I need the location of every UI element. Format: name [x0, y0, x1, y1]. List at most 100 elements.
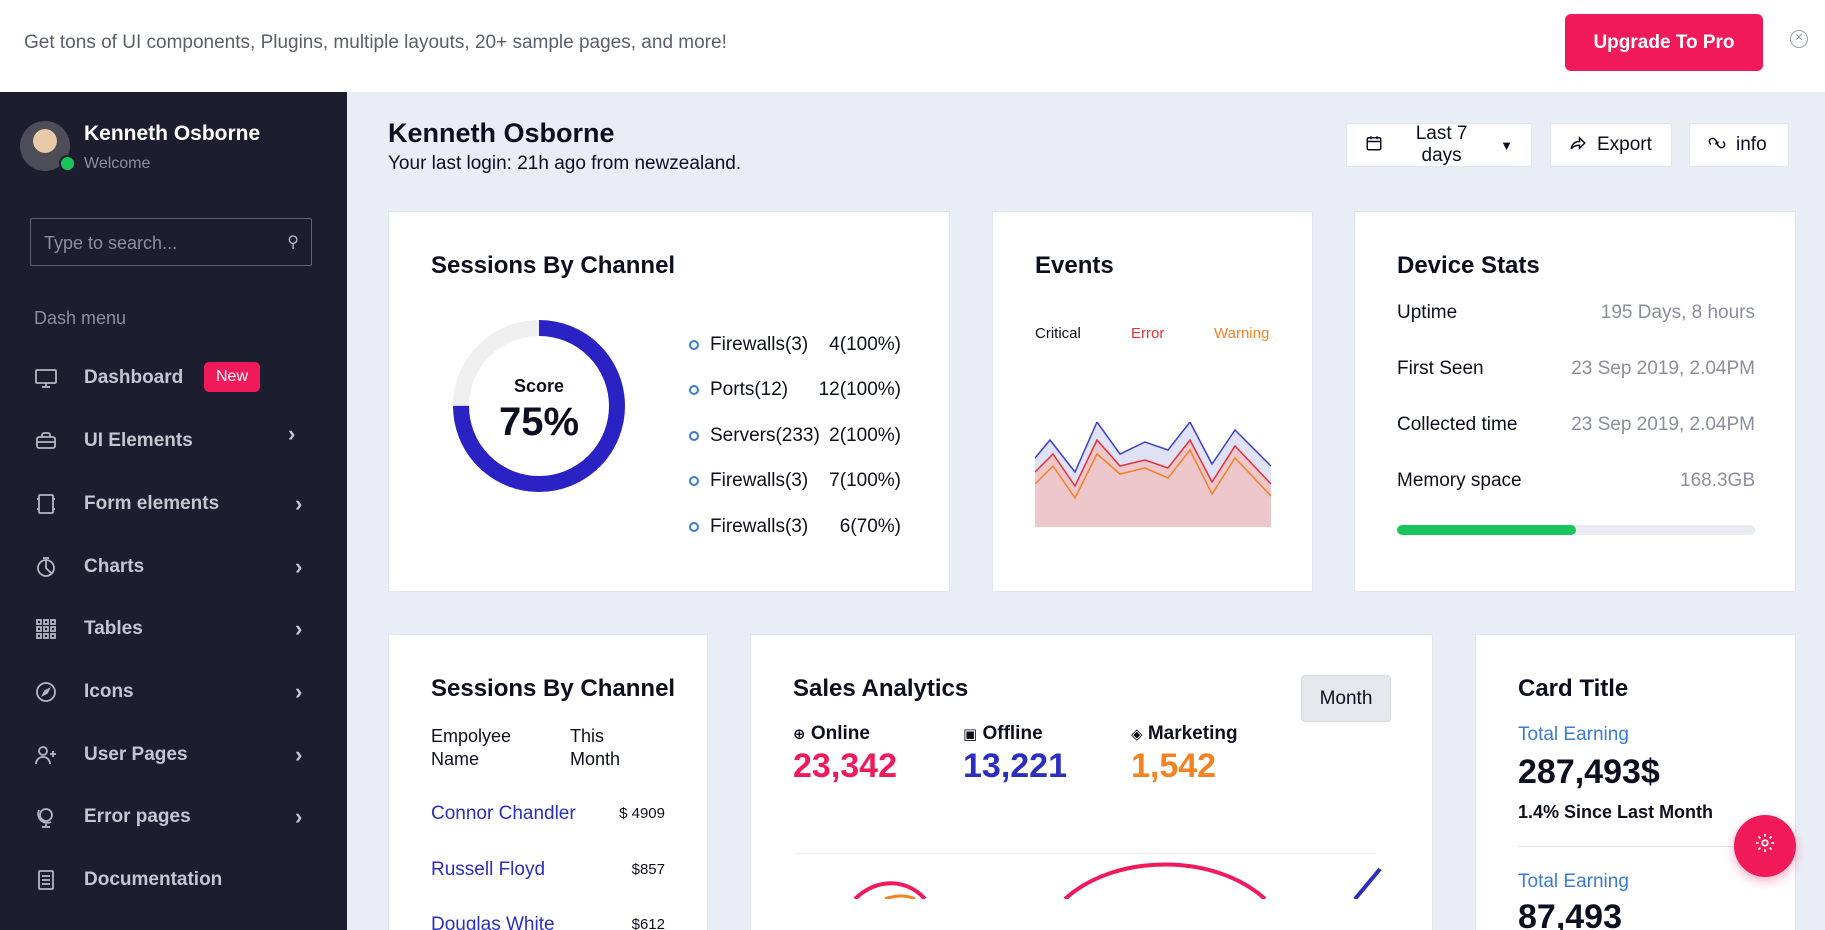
sidebar-item-label: UI Elements [84, 430, 193, 451]
legend-name: Ports(12) [710, 379, 789, 400]
sidebar-item-charts[interactable]: Charts › [0, 543, 347, 593]
caret-down-icon: ▼ [1500, 137, 1514, 153]
metric-label: Offline [982, 723, 1043, 744]
sidebar-item-user-pages[interactable]: User Pages › [0, 731, 347, 781]
menu-section-title: Dash menu [34, 308, 127, 328]
legend-dot [689, 385, 699, 395]
sidebar: Kenneth Osborne Welcome ⚲ Dash menu Dash… [0, 92, 347, 930]
chevron-right-icon: › [295, 554, 303, 579]
metric-marketing-value: 1,542 [1131, 747, 1217, 785]
chevron-right-icon: › [288, 421, 296, 446]
card-title: Sales Analytics [793, 675, 969, 702]
stat-label: First Seen [1397, 358, 1484, 379]
chevron-right-icon: › [295, 616, 303, 641]
metric-label: Online [810, 723, 870, 744]
stat-value: 168.3GB [1680, 470, 1755, 491]
legend-dot [689, 431, 699, 441]
channel-legend-item: Firewalls(3) 7(100%) [689, 470, 901, 494]
document-icon [34, 868, 58, 892]
column-header-name: Empolyee Name [431, 726, 512, 769]
sidebar-item-error-pages[interactable]: Error pages › [0, 793, 347, 843]
online-status-dot [59, 155, 76, 172]
page-title: Kenneth Osborne [388, 118, 615, 148]
legend-dot [689, 522, 699, 532]
legend-error: Error [1131, 325, 1165, 342]
earning-change: 1.4% Since Last Month [1518, 802, 1714, 822]
card-title: Card Title [1518, 675, 1629, 702]
warning-line [1035, 448, 1271, 500]
earning-label: Total Earning [1518, 724, 1629, 745]
info-button[interactable]: info [1689, 123, 1789, 167]
sidebar-item-ui-elements[interactable]: UI Elements › [0, 417, 347, 467]
legend-dot [689, 340, 699, 350]
export-button[interactable]: Export [1550, 123, 1672, 167]
legend-value: 6(70%) [839, 516, 901, 537]
period-month-button[interactable]: Month [1301, 675, 1391, 722]
channel-legend-item: Firewalls(3) 4(100%) [689, 334, 901, 358]
new-badge: New [204, 362, 261, 392]
employee-name-link[interactable]: Russell Floyd [431, 859, 546, 880]
card-title: Sessions By Channel [431, 252, 676, 279]
legend-warning: Warning [1214, 325, 1270, 342]
settings-fab-button[interactable] [1734, 815, 1796, 877]
employee-amount: $857 [631, 861, 665, 878]
briefcase-icon [34, 429, 58, 453]
store-icon: ▣ [963, 726, 978, 743]
chevron-right-icon: › [295, 491, 303, 516]
chart-gridline [795, 853, 1375, 854]
stat-value: 195 Days, 8 hours [1600, 302, 1755, 323]
date-range-dropdown[interactable]: Last 7 days ▼ [1346, 123, 1532, 167]
stat-value: 23 Sep 2019, 2.04PM [1571, 358, 1755, 379]
sidebar-item-label: Error pages [84, 806, 191, 827]
legend-name: Firewalls(3) [710, 334, 809, 355]
sidebar-item-icons[interactable]: Icons › [0, 668, 347, 718]
sessions-by-channel-card: Sessions By Channel Score 75% Firewalls(… [388, 211, 950, 592]
export-label: Export [1597, 134, 1652, 155]
events-card: Events Critical Error Warning [992, 211, 1313, 592]
chevron-right-icon: › [295, 679, 303, 704]
search-input[interactable] [44, 231, 274, 255]
legend-value: 2(100%) [829, 425, 901, 446]
legend-value: 7(100%) [829, 470, 901, 491]
stat-value: 23 Sep 2019, 2.04PM [1571, 414, 1755, 435]
pie-chart-icon [34, 555, 58, 579]
upgrade-button[interactable]: Upgrade To Pro [1565, 14, 1763, 71]
sidebar-item-tables[interactable]: Tables › [0, 605, 347, 655]
score-label: Score [513, 376, 565, 396]
metric-offline: ▣ Offline [963, 723, 1043, 745]
sales-line-chart [853, 862, 1382, 899]
sidebar-item-form-elements[interactable]: Form elements › [0, 480, 347, 530]
employee-name-link[interactable]: Douglas White [431, 914, 555, 930]
gear-icon [1754, 833, 1776, 859]
metric-label: Marketing [1147, 723, 1238, 744]
legend-name: Firewalls(3) [710, 516, 809, 537]
memory-progress-bar [1397, 525, 1755, 535]
sidebar-item-documentation[interactable]: Documentation [0, 856, 347, 906]
legend-dot [689, 476, 699, 486]
sidebar-item-label: Dashboard [84, 367, 184, 388]
close-icon[interactable]: ✕ [1790, 30, 1808, 48]
earning-label: Total Earning [1518, 871, 1629, 892]
user-plus-icon [34, 743, 58, 767]
earning-value: 87,493 [1518, 898, 1622, 930]
calendar-icon [1365, 134, 1383, 157]
form-icon [34, 492, 58, 516]
earnings-card: Card Title Total Earning 287,493$ 1.4% S… [1475, 634, 1796, 930]
online-line [853, 881, 927, 899]
user-status: Welcome [84, 155, 151, 172]
date-range-label: Last 7 days [1415, 123, 1468, 166]
link-icon [1708, 134, 1726, 157]
legend-name: Firewalls(3) [710, 470, 809, 491]
compass-icon [34, 680, 58, 704]
sidebar-item-dashboard[interactable]: Dashboard New [0, 354, 347, 404]
channel-legend-item: Ports(12) 12(100%) [689, 379, 901, 403]
search-icon[interactable]: ⚲ [287, 234, 299, 251]
stat-label: Uptime [1397, 302, 1458, 323]
earning-value: 287,493$ [1518, 753, 1660, 791]
sidebar-item-label: User Pages [84, 744, 188, 765]
chevron-right-icon: › [295, 804, 303, 829]
stat-label: Collected time [1397, 414, 1518, 435]
tag-icon: ◈ [1131, 726, 1143, 743]
globe-icon [34, 805, 58, 829]
employee-name-link[interactable]: Connor Chandler [431, 803, 576, 824]
